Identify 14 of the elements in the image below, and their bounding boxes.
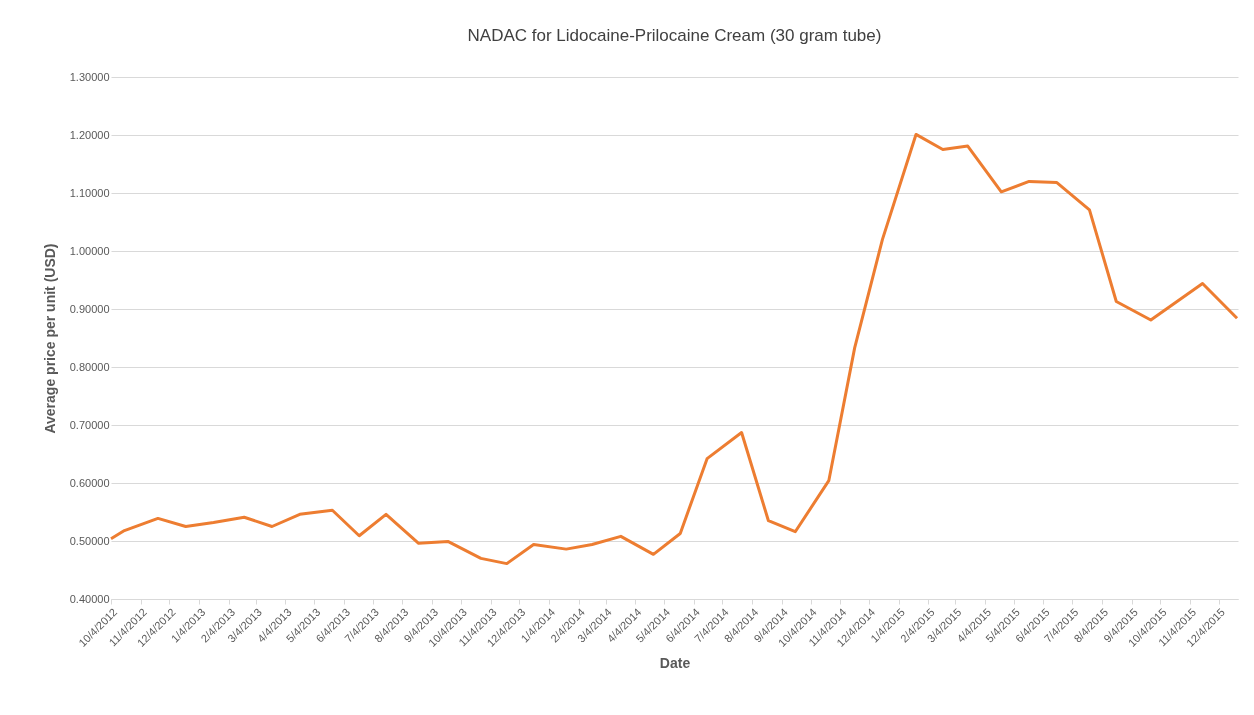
x-axis-title: Date (659, 654, 691, 671)
chart-title: NADAC for Lidocaine-Prilocaine Cream (30 gram tube) (467, 26, 882, 45)
y-tick-label: 0.40000 (69, 592, 110, 605)
y-tick-label: 1.00000 (69, 244, 110, 257)
y-tick-label: 0.70000 (69, 418, 110, 431)
y-tick-label: 1.30000 (69, 70, 110, 83)
y-tick-label: 0.80000 (69, 360, 110, 373)
y-axis-title: Average price per unit (USD) (41, 243, 58, 434)
line-series (109, 132, 1239, 566)
y-tick-label: 1.20000 (69, 128, 110, 141)
y-tick-label: 0.50000 (69, 534, 110, 547)
y-tick-label: 1.10000 (69, 186, 110, 199)
y-tick-label: 0.60000 (69, 476, 110, 489)
y-tick-label: 0.90000 (69, 302, 110, 315)
